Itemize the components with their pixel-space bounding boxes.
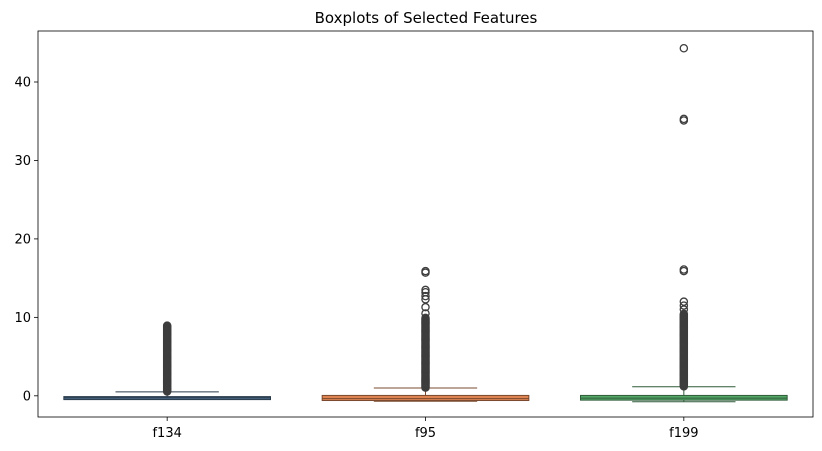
- outlier-point: [421, 309, 430, 318]
- outlier-point: [679, 265, 689, 274]
- outlier-band: [421, 313, 430, 392]
- outlier-point: [162, 321, 172, 330]
- x-tick-label: f134: [152, 426, 181, 441]
- y-tick-label: 30: [14, 154, 31, 169]
- box-group-f199: [580, 44, 788, 403]
- y-tick-label: 40: [14, 75, 31, 90]
- x-tick-label: f199: [669, 426, 698, 441]
- chart-title: Boxplots of Selected Features: [315, 9, 538, 27]
- outlier-point: [679, 309, 689, 319]
- box-iqr: [321, 394, 530, 402]
- x-axis: f134 f95 f199: [152, 417, 699, 441]
- x-tick-label: f95: [415, 426, 436, 441]
- y-tick-label: 20: [14, 232, 31, 247]
- boxes: [63, 44, 788, 403]
- box-group-f134: [63, 321, 272, 401]
- outlier-point: [679, 114, 689, 124]
- outlier-point: [421, 288, 430, 297]
- box-group-f95: [321, 266, 530, 402]
- y-tick-label: 0: [23, 389, 31, 404]
- y-tick-label: 10: [14, 311, 31, 326]
- outlier-point: [421, 266, 430, 276]
- outlier-point: [421, 313, 430, 323]
- outlier-band: [679, 309, 689, 391]
- outlier-point: [679, 44, 689, 53]
- outlier-point: [421, 291, 430, 301]
- y-axis: 0 10 20 30 40: [14, 75, 38, 404]
- outlier-point: [679, 297, 689, 306]
- outlier-point: [421, 285, 430, 295]
- outlier-point: [679, 301, 689, 310]
- outlier-band: [162, 321, 172, 396]
